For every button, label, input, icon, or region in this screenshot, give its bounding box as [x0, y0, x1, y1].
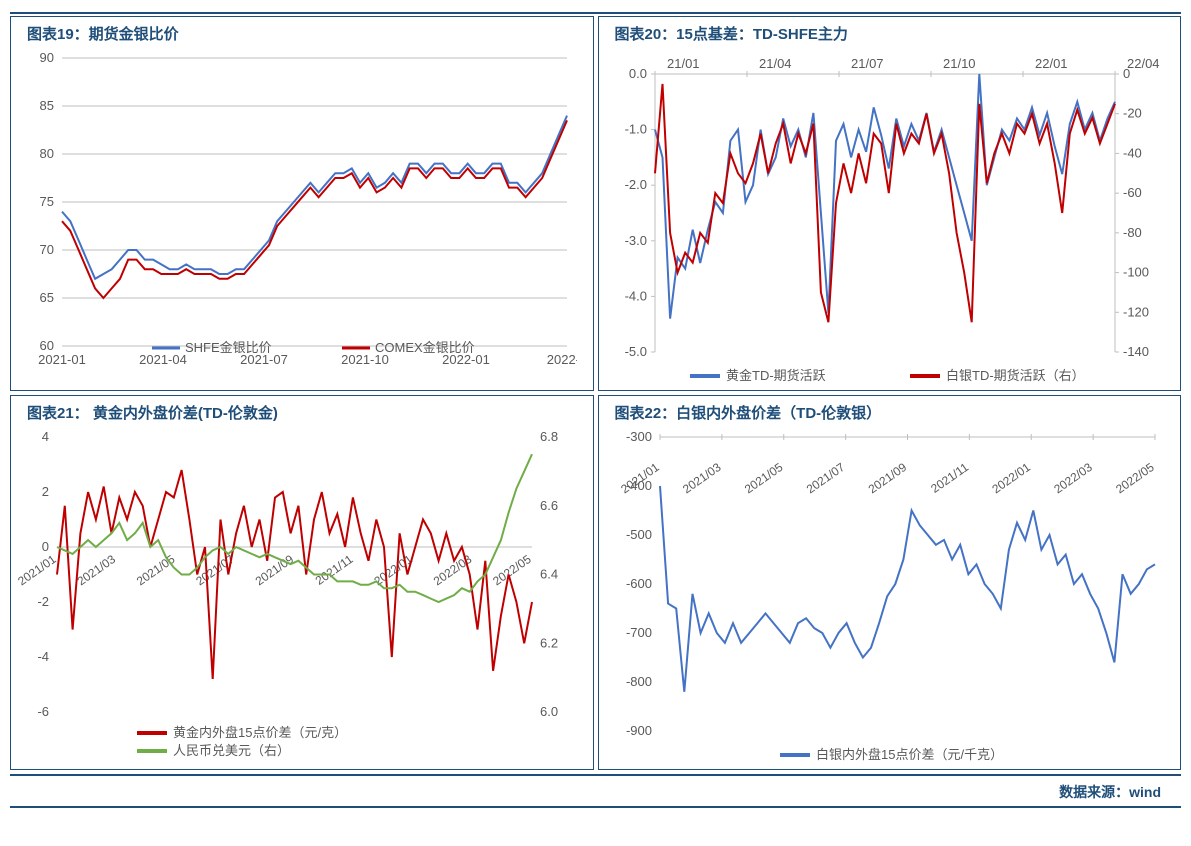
svg-text:-140: -140: [1123, 344, 1149, 359]
chart20: -5.0 -4.0 -3.0 -2.0 -1.0 0.0 -140 -120 -100 -80 -6…: [605, 48, 1175, 388]
svg-text:80: 80: [40, 146, 54, 161]
chart21: -6 -4 -2 0 2 4 6.0 6.2 6.4 6.6 6.8 2021/01 2021/03 20…: [17, 427, 587, 767]
panel-chart20: 图表20：15点基差：TD-SHFE主力 -5.0 -4.0 -3.0 -2.0 -1.…: [598, 16, 1182, 391]
svg-text:-700: -700: [625, 625, 651, 640]
svg-text:-20: -20: [1123, 106, 1142, 121]
panel-chart21: 图表21： 黄金内外盘价差(TD-伦敦金) -6 -4 -2 0 2 4 6.0 6.2 6.4…: [10, 395, 594, 770]
svg-text:6.4: 6.4: [540, 567, 558, 582]
svg-text:75: 75: [40, 194, 54, 209]
svg-text:COMEX金银比价: COMEX金银比价: [375, 340, 475, 355]
svg-text:85: 85: [40, 98, 54, 113]
svg-text:60: 60: [40, 338, 54, 353]
svg-text:2: 2: [42, 484, 49, 499]
svg-text:-600: -600: [625, 576, 651, 591]
svg-text:-6: -6: [37, 704, 49, 719]
svg-text:黄金内外盘15点价差（元/克）: 黄金内外盘15点价差（元/克）: [173, 725, 347, 740]
svg-text:2022-0: 2022-0: [547, 352, 577, 367]
svg-text:-4.0: -4.0: [624, 288, 646, 303]
svg-text:0.0: 0.0: [628, 66, 646, 81]
svg-text:人民币兑美元（右）: 人民币兑美元（右）: [173, 743, 290, 758]
svg-text:2022/03: 2022/03: [1051, 460, 1095, 497]
svg-text:4: 4: [42, 429, 49, 444]
svg-text:2021/07: 2021/07: [193, 552, 237, 589]
svg-text:-2.0: -2.0: [624, 177, 646, 192]
svg-text:0: 0: [42, 539, 49, 554]
chart22: -900-800-700-600-500-400-3002021/012021/…: [605, 427, 1175, 767]
svg-text:2021/05: 2021/05: [741, 460, 785, 497]
svg-text:-800: -800: [625, 674, 651, 689]
svg-text:2021/09: 2021/09: [865, 460, 909, 497]
svg-text:白银内外盘15点价差（元/千克）: 白银内外盘15点价差（元/千克）: [816, 747, 1003, 762]
svg-text:2022/05: 2022/05: [490, 552, 534, 589]
svg-text:-1.0: -1.0: [624, 122, 646, 137]
svg-text:-40: -40: [1123, 145, 1142, 160]
svg-text:-100: -100: [1123, 265, 1149, 280]
title-chart22: 图表22：白银内外盘价差（TD-伦敦银）: [605, 400, 1175, 427]
svg-text:2021/05: 2021/05: [134, 552, 178, 589]
svg-text:2021/01: 2021/01: [17, 552, 59, 589]
svg-text:21/10: 21/10: [943, 56, 976, 71]
svg-text:6.0: 6.0: [540, 704, 558, 719]
svg-text:90: 90: [40, 50, 54, 65]
mid-rule: [10, 774, 1181, 776]
svg-text:-60: -60: [1123, 185, 1142, 200]
svg-text:2021/11: 2021/11: [313, 552, 356, 588]
svg-text:黄金TD-期货活跃: 黄金TD-期货活跃: [726, 368, 826, 383]
panel-chart19: 图表19：期货金银比价 60 65 70 75 80 85 90 2021-01 2021-04…: [10, 16, 594, 391]
svg-text:-120: -120: [1123, 304, 1149, 319]
svg-text:-2: -2: [37, 594, 49, 609]
svg-text:21/01: 21/01: [667, 56, 700, 71]
svg-text:白银TD-期货活跃（右）: 白银TD-期货活跃（右）: [946, 368, 1085, 383]
svg-text:2021/11: 2021/11: [928, 460, 971, 496]
svg-text:2022/05: 2022/05: [1113, 460, 1157, 497]
svg-text:2021-04: 2021-04: [139, 352, 187, 367]
svg-text:-300: -300: [625, 429, 651, 444]
title-chart20: 图表20：15点基差：TD-SHFE主力: [605, 21, 1175, 48]
svg-text:6.8: 6.8: [540, 429, 558, 444]
svg-text:6.6: 6.6: [540, 498, 558, 513]
svg-text:2021/07: 2021/07: [803, 460, 847, 497]
svg-text:2022/01: 2022/01: [989, 460, 1033, 497]
title-chart19: 图表19：期货金银比价: [17, 21, 587, 48]
data-source: 数据来源：wind: [10, 778, 1181, 804]
svg-text:70: 70: [40, 242, 54, 257]
svg-text:21/04: 21/04: [759, 56, 792, 71]
svg-text:-80: -80: [1123, 225, 1142, 240]
panel-chart22: 图表22：白银内外盘价差（TD-伦敦银） -900 -800 -700 -600 -50…: [598, 395, 1182, 770]
svg-text:-5.0: -5.0: [624, 344, 646, 359]
svg-text:SHFE金银比价: SHFE金银比价: [185, 340, 272, 355]
svg-text:2021-01: 2021-01: [38, 352, 86, 367]
svg-text:6.2: 6.2: [540, 635, 558, 650]
svg-text:2021/03: 2021/03: [75, 552, 119, 589]
svg-text:-900: -900: [625, 723, 651, 738]
svg-text:2021/03: 2021/03: [680, 460, 724, 497]
top-rule: [10, 12, 1181, 14]
title-chart21: 图表21： 黄金内外盘价差(TD-伦敦金): [17, 400, 587, 427]
svg-text:22/04: 22/04: [1127, 56, 1160, 71]
charts-grid: 图表19：期货金银比价 60 65 70 75 80 85 90 2021-01 2021-04…: [10, 16, 1181, 770]
svg-text:21/07: 21/07: [851, 56, 884, 71]
svg-text:-500: -500: [625, 527, 651, 542]
svg-text:22/01: 22/01: [1035, 56, 1068, 71]
chart19: 606570758085902021-012021-042021-072021-…: [17, 48, 587, 388]
svg-text:-4: -4: [37, 649, 49, 664]
bottom-rule: [10, 806, 1181, 808]
svg-text:-3.0: -3.0: [624, 233, 646, 248]
svg-text:65: 65: [40, 290, 54, 305]
